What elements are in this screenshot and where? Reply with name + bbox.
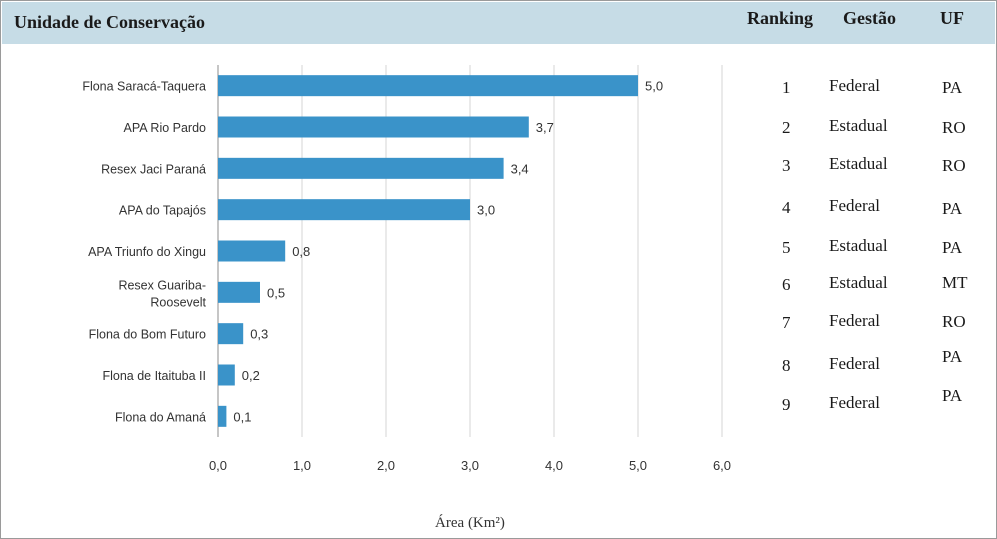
category-label: Flona de Itaituba II bbox=[102, 369, 206, 383]
data-label: 3,0 bbox=[477, 203, 495, 218]
category-label: APA do Tapajós bbox=[119, 204, 206, 218]
gestao-cell: Estadual bbox=[829, 273, 888, 292]
x-tick-label: 3,0 bbox=[461, 458, 479, 473]
gestao-cell: Estadual bbox=[829, 154, 888, 173]
category-label: APA Triunfo do Xingu bbox=[88, 245, 206, 259]
ranking-cell: 8 bbox=[782, 356, 791, 375]
category-label: Flona do Amaná bbox=[115, 410, 206, 424]
data-label: 0,2 bbox=[242, 368, 260, 383]
ranking-cell: 2 bbox=[782, 118, 791, 137]
data-label: 3,7 bbox=[536, 120, 554, 135]
ranking-cell: 7 bbox=[782, 313, 791, 332]
uf-cell: PA bbox=[942, 386, 963, 405]
data-label: 0,3 bbox=[250, 327, 268, 342]
gestao-cell: Estadual bbox=[829, 116, 888, 135]
ranking-cell: 1 bbox=[782, 78, 791, 97]
header-title: Unidade de Conservação bbox=[14, 12, 206, 32]
bar bbox=[218, 116, 529, 138]
bar bbox=[218, 240, 286, 262]
uf-cell: RO bbox=[942, 156, 966, 175]
uf-cell: PA bbox=[942, 238, 963, 257]
x-axis-title: Área (Km²) bbox=[435, 514, 505, 531]
ranking-cell: 5 bbox=[782, 238, 791, 257]
bar bbox=[218, 405, 227, 427]
x-tick-label: 0,0 bbox=[209, 458, 227, 473]
uf-cell: RO bbox=[942, 118, 966, 137]
category-label: Flona Saracá-Taquera bbox=[82, 80, 206, 94]
data-label: 0,8 bbox=[292, 244, 310, 259]
gestao-cell: Federal bbox=[829, 196, 880, 215]
uf-cell: MT bbox=[942, 273, 968, 292]
uf-cell: PA bbox=[942, 347, 963, 366]
gestao-cell: Federal bbox=[829, 393, 880, 412]
ranking-cell: 3 bbox=[782, 156, 791, 175]
ranking-cell: 6 bbox=[782, 275, 791, 294]
x-tick-label: 6,0 bbox=[713, 458, 731, 473]
gestao-cell: Estadual bbox=[829, 236, 888, 255]
x-tick-label: 2,0 bbox=[377, 458, 395, 473]
category-label: Resex Jaci Paraná bbox=[101, 162, 206, 176]
ranking-cell: 9 bbox=[782, 395, 791, 414]
uf-cell: PA bbox=[942, 199, 963, 218]
bar bbox=[218, 157, 504, 179]
bar bbox=[218, 323, 244, 345]
header-ranking: Ranking bbox=[747, 8, 814, 28]
uf-cell: PA bbox=[942, 78, 963, 97]
data-label: 3,4 bbox=[511, 161, 529, 176]
x-tick-label: 1,0 bbox=[293, 458, 311, 473]
bar bbox=[218, 281, 260, 303]
bar bbox=[218, 199, 470, 221]
gestao-cell: Federal bbox=[829, 311, 880, 330]
bar bbox=[218, 364, 235, 386]
header-gestao: Gestão bbox=[843, 8, 896, 28]
data-label: 0,5 bbox=[267, 285, 285, 300]
uf-cell: RO bbox=[942, 312, 966, 331]
x-tick-label: 4,0 bbox=[545, 458, 563, 473]
x-tick-label: 5,0 bbox=[629, 458, 647, 473]
header-band bbox=[2, 2, 995, 44]
category-label: Flona do Bom Futuro bbox=[89, 328, 206, 342]
data-label: 5,0 bbox=[645, 79, 663, 94]
bar bbox=[218, 75, 638, 97]
gestao-cell: Federal bbox=[829, 76, 880, 95]
category-label: Resex Guariba-Roosevelt bbox=[118, 278, 206, 309]
category-label: APA Rio Pardo bbox=[124, 121, 207, 135]
data-label: 0,1 bbox=[233, 409, 251, 424]
header-uf: UF bbox=[940, 8, 964, 28]
ranking-cell: 4 bbox=[782, 198, 791, 217]
gestao-cell: Federal bbox=[829, 354, 880, 373]
